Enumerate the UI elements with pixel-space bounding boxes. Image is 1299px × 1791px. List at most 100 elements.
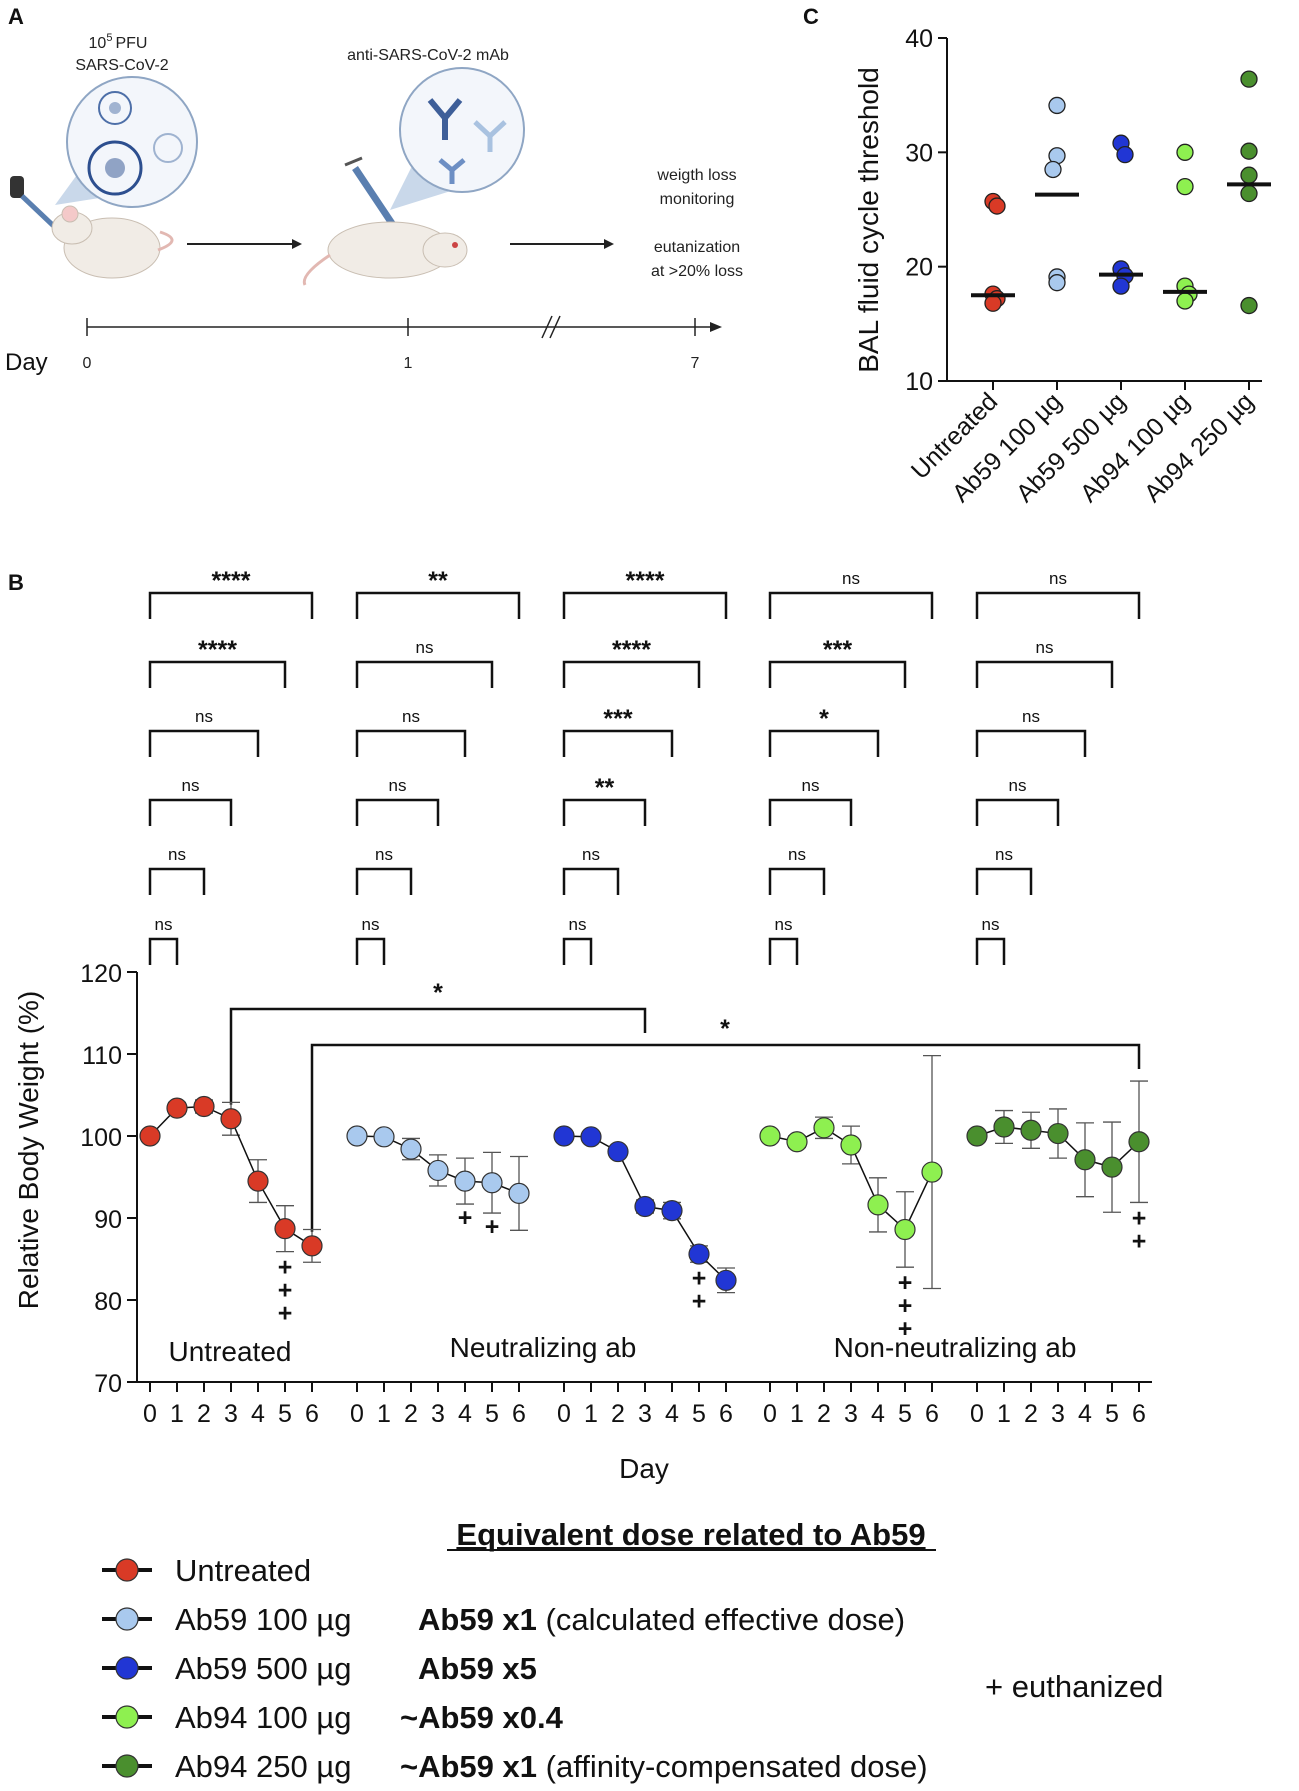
b-bracket [768, 937, 799, 965]
b-x-tick-label: 0 [350, 1400, 364, 1428]
c-point [1240, 142, 1258, 160]
b-y-tick-label: 100 [80, 1124, 122, 1152]
panel-b-label: B [8, 570, 24, 595]
b-bracket [975, 591, 1141, 619]
b-point [634, 1195, 656, 1218]
note-euthanization-2: at >20% loss [651, 263, 743, 280]
b-euthanized-marker: + [278, 1277, 293, 1305]
mouse-icon [51, 205, 174, 279]
b-point [715, 1269, 737, 1291]
legend-swatch-marker [115, 1558, 139, 1582]
b-bracket [975, 729, 1087, 757]
b-x-tick-label: 6 [925, 1400, 939, 1428]
b-y-tick-label: 120 [80, 960, 122, 988]
b-x-tick-label: 2 [197, 1400, 211, 1428]
b-x-tick-label: 5 [278, 1400, 292, 1428]
b-point [220, 1108, 242, 1130]
b-bracket [562, 798, 647, 826]
b-bracket [148, 798, 233, 826]
b-x-tick-label: 3 [431, 1400, 445, 1428]
b-bracket-label: ns [195, 707, 213, 726]
legend-dose-note: ~Ab59 x0.4 [400, 1700, 564, 1735]
panel-b: B ********nsnsnsns**nsnsnsnsns**********… [8, 567, 1152, 1484]
axis-break [541, 315, 553, 339]
b-point [607, 1140, 629, 1163]
legend-title: Equivalent dose related to Ab59 [456, 1517, 925, 1552]
b-point [1074, 1149, 1096, 1171]
b-point [166, 1097, 188, 1119]
b-point [1020, 1119, 1042, 1141]
legend-swatch-marker [115, 1607, 139, 1631]
b-bracket [975, 937, 1006, 965]
b-point [301, 1235, 323, 1257]
b-y-tick-label: 90 [94, 1206, 122, 1234]
b-bracket [768, 798, 853, 826]
b-x-tick-label: 6 [305, 1400, 319, 1428]
legend-swatch-marker [115, 1705, 139, 1729]
b-point [993, 1116, 1015, 1138]
b-x-tick-label: 2 [817, 1400, 831, 1428]
b-bracket-label: ns [569, 915, 587, 934]
b-euthanized-marker: + [692, 1264, 707, 1292]
b-x-tick-label: 0 [763, 1400, 777, 1428]
b-bracket [562, 937, 593, 965]
b-euthanized-marker: + [278, 1254, 293, 1282]
legend-items: Untreated Ab59 100 µg Ab59 x1 (calculated … [102, 1553, 928, 1784]
b-y-tick-label: 80 [94, 1288, 122, 1316]
b-bracket-label: ns [842, 569, 860, 588]
b-bracket [975, 867, 1033, 895]
b-bracket [148, 591, 314, 619]
b-bracket-label: **** [626, 567, 665, 595]
virus-name-label: SARS-CoV-2 [75, 57, 168, 74]
syringe-icon [344, 156, 398, 230]
b-bracket [355, 729, 467, 757]
group-label-non-neutralizing: Non-neutralizing ab [834, 1332, 1077, 1363]
b-bracket-label: **** [212, 567, 251, 595]
b-point [921, 1161, 943, 1183]
b-x-tick-label: 5 [485, 1400, 499, 1428]
c-point [1048, 96, 1066, 115]
b-point [481, 1172, 503, 1194]
b-x-tick-label: 4 [458, 1400, 472, 1428]
b-point [759, 1125, 781, 1147]
b-bracket [562, 660, 701, 688]
b-x-tick-label: 6 [512, 1400, 526, 1428]
b-bracket-label: ns [995, 845, 1013, 864]
b-x-tick-label: 0 [557, 1400, 571, 1428]
c-y-tick-label: 40 [905, 25, 933, 53]
legend-label: Ab94 100 µg [175, 1700, 351, 1735]
b-bracket-label: ns [155, 915, 173, 934]
panel-b-y-axis-label: Relative Body Weight (%) [13, 991, 44, 1310]
b-point [427, 1159, 449, 1182]
group-label-untreated: Untreated [169, 1336, 292, 1367]
b-point [373, 1126, 395, 1148]
panel-c-label: C [803, 4, 819, 29]
b-x-tick-label: 2 [611, 1400, 625, 1428]
b-euthanized-marker: + [458, 1204, 473, 1232]
b-euthanized-marker: + [898, 1269, 913, 1297]
b-point [966, 1125, 988, 1147]
b-point [247, 1170, 269, 1192]
panel-c-y-axis-label: BAL fluid cycle threshold [853, 67, 884, 373]
b-bracket-label: *** [603, 705, 632, 733]
panel-c-points [971, 70, 1271, 315]
b-bracket-label: ns [1009, 776, 1027, 795]
b-x-tick-label: 6 [1132, 1400, 1146, 1428]
b-euthanized-marker: + [485, 1213, 500, 1241]
panel-c: C BAL fluid cycle threshold 10 20 30 40 Unt… [803, 4, 1271, 508]
b-cross-bracket [229, 1007, 647, 1105]
virus-dose-label: 105 PFU [89, 32, 148, 52]
b-bracket-label: ns [1036, 638, 1054, 657]
b-x-tick-label: 4 [1078, 1400, 1092, 1428]
b-bracket [975, 660, 1114, 688]
b-bracket-label: ns [389, 776, 407, 795]
antibody-bubble-icon [390, 67, 525, 210]
mouse-icon [302, 221, 468, 286]
b-cross-bracket [310, 1043, 1141, 1232]
b-bracket-label: * [819, 705, 829, 733]
legend-label: Ab59 500 µg [175, 1651, 351, 1686]
b-bracket-label: ** [428, 567, 448, 595]
b-y-tick-label: 70 [94, 1370, 122, 1398]
b-point [508, 1182, 530, 1205]
